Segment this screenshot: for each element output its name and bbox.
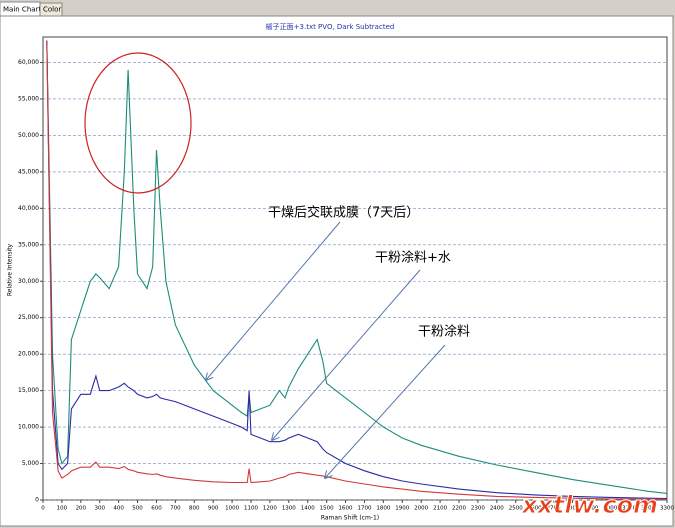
x-tick-label: 700: [170, 506, 181, 512]
annotation-arrow: [206, 221, 341, 380]
y-tick-label: 60,000: [18, 59, 39, 66]
y-tick-label: 30,000: [18, 278, 39, 285]
x-tick-label: 3000: [603, 506, 617, 512]
x-tick-label: 1600: [339, 506, 353, 512]
x-tick-label: 800: [189, 506, 200, 512]
y-tick-label: 10,000: [18, 424, 39, 431]
x-tick-label: 1000: [225, 506, 239, 512]
x-tick-label: 1900: [395, 506, 409, 512]
annotation-arrow: [325, 344, 446, 478]
x-tick-label: 400: [113, 506, 124, 512]
y-tick-label: 40,000: [18, 205, 39, 212]
x-tick-label: 900: [208, 506, 219, 512]
tab-label[interactable]: Color: [43, 6, 61, 14]
x-tick-label: 200: [76, 506, 87, 512]
y-tick-label: 20,000: [18, 351, 39, 358]
x-tick-label: 1400: [301, 506, 315, 512]
x-tick-label: 1200: [263, 506, 277, 512]
x-tick-label: 3200: [641, 506, 655, 512]
plot-area: [42, 36, 668, 501]
x-tick-label: 2800: [565, 506, 579, 512]
y-tick-label: 45,000: [18, 168, 39, 175]
x-tick-label: 2600: [528, 506, 542, 512]
series-line: [46, 40, 668, 494]
x-tick-label: 1500: [320, 506, 334, 512]
x-tick-label: 2100: [433, 506, 447, 512]
x-tick-label: 0: [41, 506, 45, 512]
x-tick-label: 600: [151, 506, 162, 512]
x-tick-label: 1100: [244, 506, 258, 512]
watermark: xxtlw.com: [521, 491, 658, 519]
x-tick-label: 3100: [622, 506, 636, 512]
x-tick-label: 2200: [452, 506, 466, 512]
x-tick-label: 1700: [357, 506, 371, 512]
highlight-circle: [84, 52, 192, 194]
annotation: 干粉涂料+水: [375, 250, 451, 266]
y-tick-label: 0: [35, 497, 39, 504]
y-tick-label: 25,000: [18, 314, 39, 321]
x-tick-label: 3300: [660, 506, 674, 512]
x-tick-label: 2000: [414, 506, 428, 512]
x-tick-label: 1300: [282, 506, 296, 512]
chart-title: 椒子正面+3.txt PVO, Dark Subtracted: [266, 22, 395, 31]
annotation: 干燥后交联成膜（7天后）: [268, 205, 419, 221]
series-line: [46, 40, 668, 500]
x-tick-label: 100: [57, 506, 68, 512]
x-axis-label: Raman Shift (cm-1): [321, 515, 379, 522]
x-tick-label: 1800: [376, 506, 390, 512]
tab-label[interactable]: Main Chart: [3, 6, 41, 14]
y-tick-label: 50,000: [18, 132, 39, 139]
y-tick-label: 15,000: [18, 387, 39, 394]
annotation: 干粉涂料: [418, 324, 470, 340]
x-tick-label: 2500: [509, 506, 523, 512]
x-tick-label: 500: [132, 506, 143, 512]
x-tick-label: 2700: [547, 506, 561, 512]
x-tick-label: 300: [94, 506, 105, 512]
x-tick-label: 2300: [471, 506, 485, 512]
y-tick-label: 5,000: [22, 460, 39, 467]
y-tick-label: 55,000: [18, 95, 39, 102]
y-tick-label: 35,000: [18, 241, 39, 248]
x-tick-label: 2400: [490, 506, 504, 512]
y-axis-label: Relative Intensity: [7, 243, 14, 296]
annotation-arrow: [272, 269, 421, 440]
x-tick-label: 2900: [584, 506, 598, 512]
series-line: [46, 40, 668, 500]
